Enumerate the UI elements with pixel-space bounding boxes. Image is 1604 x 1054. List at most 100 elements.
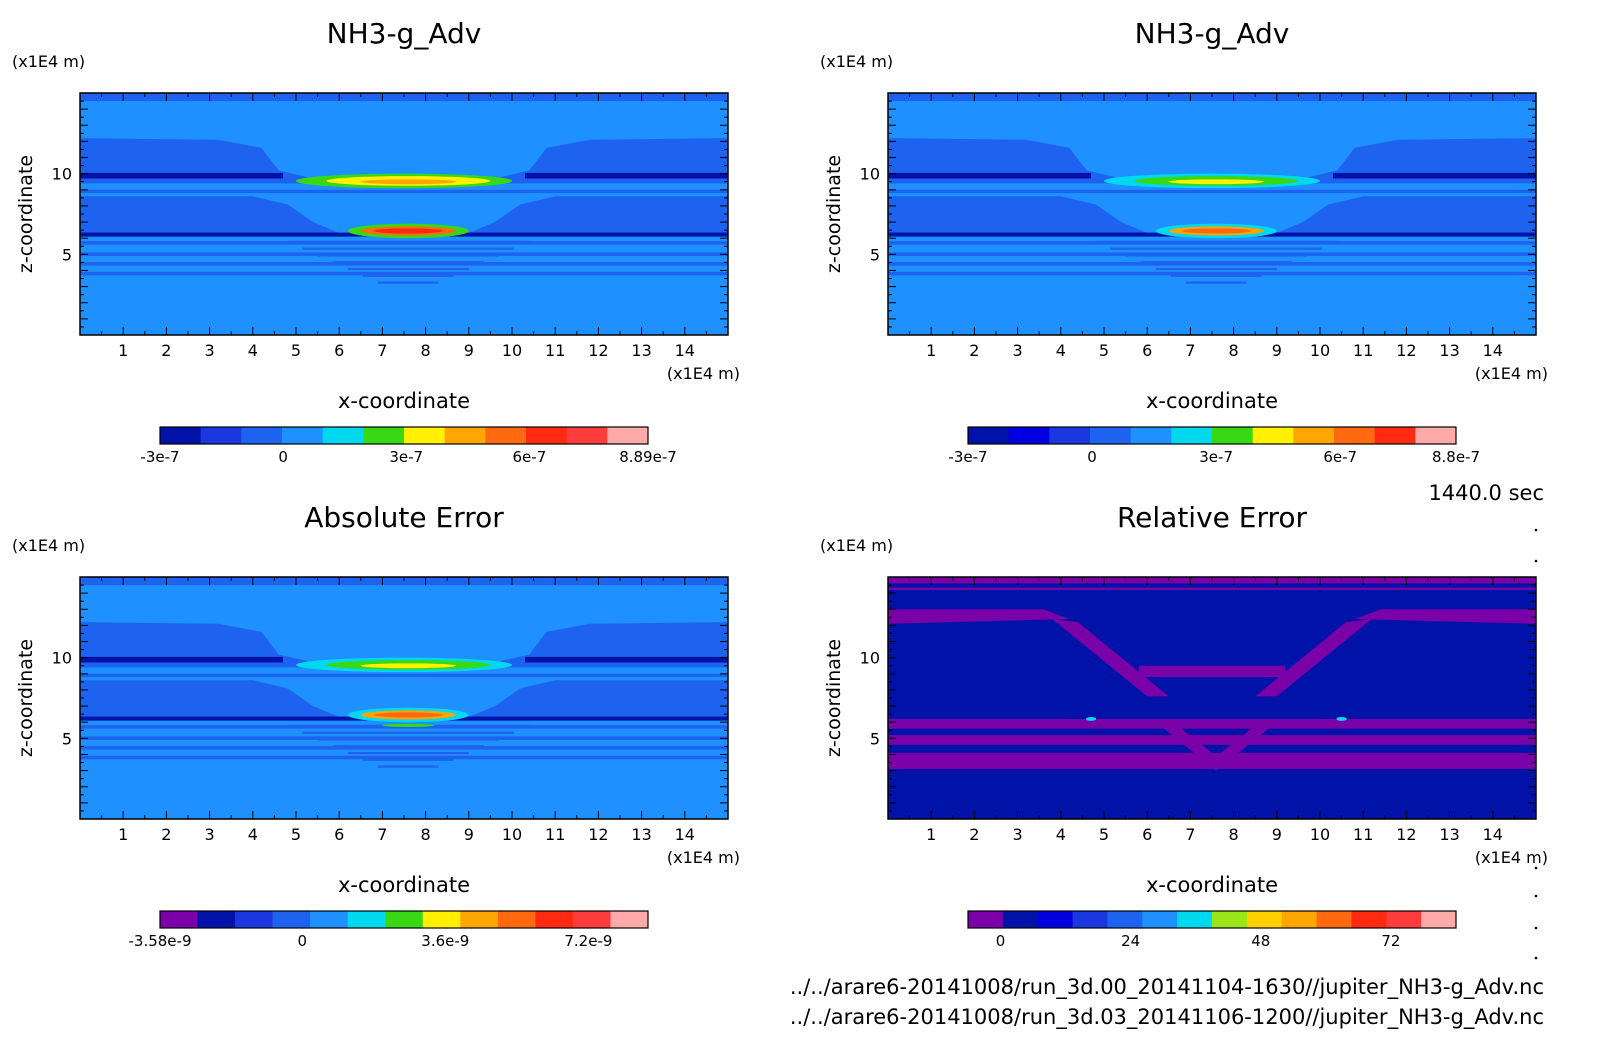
x-tick-label: 9: [1272, 825, 1282, 844]
field-wave-line: [1186, 281, 1247, 284]
chart-title: Absolute Error: [304, 501, 504, 534]
field-left-upper-wing: [80, 622, 331, 668]
colorbar-swatch: [347, 911, 386, 928]
x-tick-label: 6: [1142, 825, 1152, 844]
y-axis-label: z-coordinate: [15, 155, 37, 273]
colorbar-frame: [967, 426, 1457, 445]
x-axis-label: x-coordinate: [338, 873, 470, 897]
x-unit-label: (x1E4 m): [667, 848, 740, 867]
x-tick-label: 8: [421, 825, 431, 844]
field-wave-line: [287, 240, 530, 244]
colorbar-tick-label: 0: [1087, 448, 1097, 466]
field-left-upper-wing: [80, 138, 331, 184]
x-tick-label: 1: [926, 825, 936, 844]
colorbar-swatch: [160, 911, 199, 928]
x-tick-label: 10: [502, 341, 522, 360]
field-stripe: [80, 736, 728, 740]
colorbar-swatch: [1351, 911, 1387, 928]
x-tick-label: 13: [631, 341, 651, 360]
x-tick-label: 10: [1310, 341, 1330, 360]
x-tick-label: 3: [205, 825, 215, 844]
x-tick-label: 10: [502, 825, 522, 844]
colorbar: -3e-7 0 3e-7 6e-7 8.89e-7: [140, 426, 677, 466]
x-axis-label: x-coordinate: [1146, 873, 1278, 897]
colorbar-swatch: [160, 427, 202, 444]
x-tick-label: 9: [464, 825, 474, 844]
colorbar-tick-label: 0: [278, 448, 288, 466]
field-right-upper-wing: [477, 622, 728, 668]
field-right-lower-wing: [460, 196, 728, 237]
y-tick-label: 5: [62, 245, 72, 264]
colorbar-swatch: [422, 911, 461, 928]
colorbar-swatch: [460, 911, 499, 928]
edge-dot: [1534, 894, 1538, 898]
field-wave-line: [317, 254, 500, 257]
field-top-band: [888, 93, 1536, 102]
x-tick-label: 9: [464, 341, 474, 360]
file-path-2: ../../arare6-20141008/run_3d.03_20141106…: [790, 1005, 1544, 1030]
y-tick-label: 10: [52, 649, 72, 668]
colorbar-swatch: [310, 911, 349, 928]
x-tick-label: 1: [926, 341, 936, 360]
x-tick-label: 11: [545, 341, 565, 360]
y-tick-label: 5: [62, 729, 72, 748]
field-stripe: [888, 262, 1536, 266]
colorbar-swatch: [1246, 911, 1283, 928]
y-axis-label: z-coordinate: [823, 639, 845, 757]
colorbar-swatch: [1374, 427, 1416, 444]
colorbar-swatch: [1049, 427, 1091, 444]
chart-title: Relative Error: [1117, 501, 1308, 534]
field-stripe: [80, 252, 728, 256]
colorbar-swatch: [566, 427, 608, 444]
x-tick-label: 7: [1185, 825, 1195, 844]
field-thin-stripe: [80, 189, 728, 194]
x-unit-label: (x1E4 m): [1475, 364, 1548, 383]
x-tick-label: 1: [118, 825, 128, 844]
colorbar-frame: [967, 910, 1457, 929]
x-tick-label: 3: [1013, 825, 1023, 844]
colorbar-swatch: [363, 427, 405, 444]
x-tick-label: 2: [969, 341, 979, 360]
x-tick-label: 8: [1229, 825, 1239, 844]
colorbar-tick-label: -3.58e-9: [129, 932, 192, 950]
field-left-dark-streak: [80, 656, 284, 663]
x-tick-label: 14: [675, 825, 695, 844]
heatmap-field: [888, 93, 1536, 335]
field-right-dark-streak: [524, 172, 728, 179]
field-wave-line: [1170, 274, 1262, 277]
colorbar-swatch: [1421, 911, 1457, 928]
field-wave-line: [1095, 240, 1338, 244]
colorbar-swatch: [485, 427, 527, 444]
field-top-band: [80, 577, 728, 586]
colorbar-swatch: [1002, 911, 1039, 928]
x-tick-label: 11: [545, 825, 565, 844]
colorbar-tick-label: 0: [297, 932, 307, 950]
colorbar-swatch: [607, 427, 649, 444]
lower-blob-core: [1181, 228, 1251, 234]
x-tick-label: 12: [588, 825, 608, 844]
field-wave-line: [317, 738, 500, 741]
field-wave-line: [378, 765, 439, 768]
colorbar-swatch: [1293, 427, 1335, 444]
x-tick-label: 8: [1229, 341, 1239, 360]
x-tick-label: 7: [377, 825, 387, 844]
field-left-dark-streak: [888, 172, 1092, 179]
x-tick-label: 13: [1439, 825, 1459, 844]
colorbar-tick-label: 3e-7: [389, 448, 423, 466]
x-tick-label: 6: [334, 341, 344, 360]
field-right-upper-wing: [1285, 138, 1536, 184]
colorbar-swatch: [1130, 427, 1172, 444]
field-stripe: [80, 262, 728, 266]
colorbar-tick-label: 7.2e-9: [564, 932, 612, 950]
colorbar-swatch: [1008, 427, 1050, 444]
field-wave-line: [378, 281, 439, 284]
x-tick-label: 1: [118, 341, 128, 360]
colorbar-tick-label: 3e-7: [1199, 448, 1233, 466]
y-tick-label: 10: [52, 165, 72, 184]
y-tick-label: 10: [860, 649, 880, 668]
field-wave-line: [332, 745, 484, 748]
colorbar-frame: [159, 426, 649, 445]
